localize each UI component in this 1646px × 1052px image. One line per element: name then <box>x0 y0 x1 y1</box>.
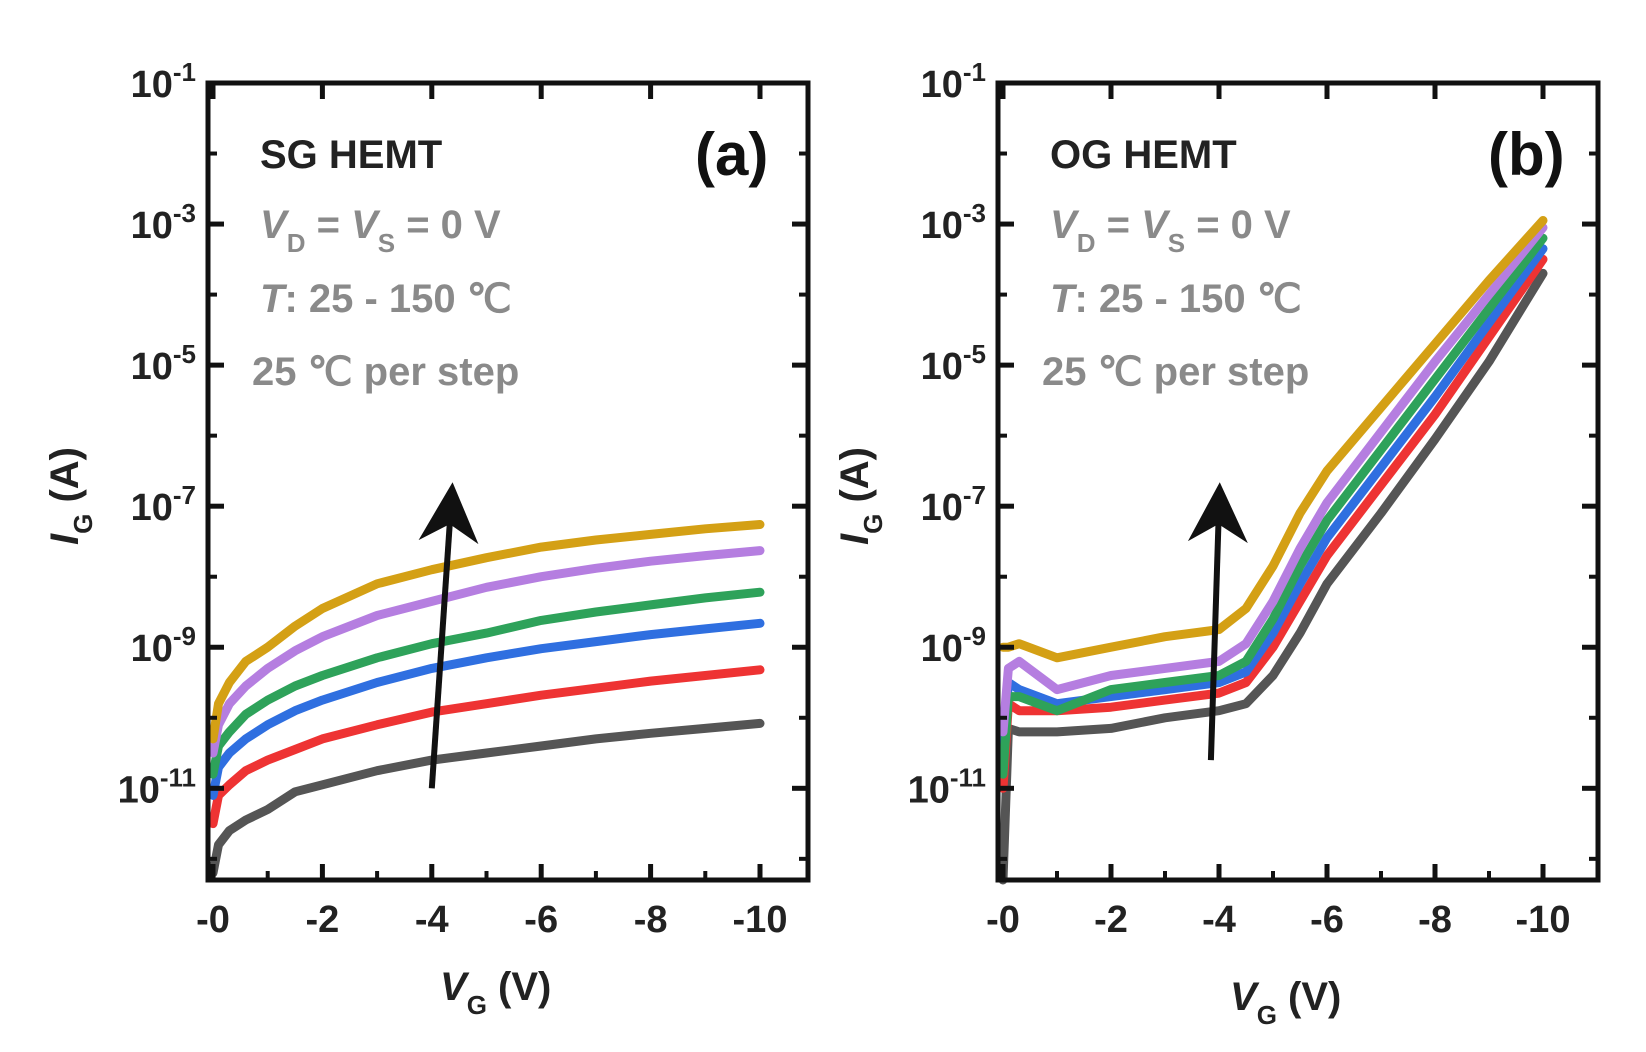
panel-b-y-tick-label: 10-9 <box>921 621 986 670</box>
panel-a-x-tick-label: -8 <box>634 899 668 941</box>
panel-a-series-line-4 <box>208 587 765 779</box>
panel-b-series-line-3 <box>998 244 1548 758</box>
panel-a-ticks: -0 -2 -4 -6 -8 -10 10-1 10-3 10-5 10-7 10-9 10-11 <box>118 57 808 941</box>
panel-b-temperature-arrow <box>1187 482 1248 761</box>
panel-b-series-line-2 <box>998 254 1548 793</box>
panel-a-y-tick-label: 10-1 <box>131 57 196 106</box>
panel-b-y-axis-label: IG (A) <box>833 447 888 545</box>
panel-b-bias-condition: VD = VS = 0 V <box>1050 203 1291 258</box>
panel-b-x-tick-label: -10 <box>1516 899 1571 941</box>
panel-b-x-tick-label: -0 <box>986 899 1020 941</box>
panel-a-device-label: SG HEMT <box>260 133 442 177</box>
panel-b-x-tick-label: -4 <box>1202 899 1236 941</box>
panel-b-x-tick-label: -2 <box>1094 899 1128 941</box>
panel-a-x-axis-label: VG (V) <box>440 965 551 1020</box>
panel-b-step-label: 25 ℃ per step <box>1042 350 1309 394</box>
panel-a-series-line-2 <box>208 665 765 829</box>
panel-b-x-axis-label: VG (V) <box>1230 975 1341 1030</box>
panel-a-y-tick-label: 10-11 <box>118 762 196 811</box>
panel-b-y-tick-label: 10-3 <box>921 198 986 247</box>
panel-a-y-axis-label: IG (A) <box>43 447 98 545</box>
panel-b-y-tick-label: 10-7 <box>921 480 986 529</box>
panel-a-y-tick-label: 10-7 <box>131 480 196 529</box>
panel-a-y-tick-label: 10-5 <box>131 339 196 388</box>
panel-a-x-tick-label: -10 <box>733 899 788 941</box>
panel-a-x-tick-label: -4 <box>415 899 449 941</box>
panel-a-temperature-range: T: 25 - 150 ℃ <box>260 277 512 321</box>
panel-a-step-label: 25 ℃ per step <box>252 350 519 394</box>
panel-a-series-line-3 <box>208 618 765 800</box>
panel-a-y-tick-label: 10-3 <box>131 198 196 247</box>
panel-a-series-line-6 <box>208 520 765 744</box>
panel-b-x-tick-label: -6 <box>1310 899 1344 941</box>
panel-b-y-tick-label: 10-1 <box>921 57 986 106</box>
panel-a-bias-condition: VD = VS = 0 V <box>260 203 501 258</box>
panel-a-x-tick-label: -0 <box>196 899 230 941</box>
panel-b-series-line-6 <box>998 216 1548 663</box>
panel-b-y-tick-label: 10-5 <box>921 339 986 388</box>
panel-b-temperature-range: T: 25 - 150 ℃ <box>1050 277 1302 321</box>
panel-a-frame <box>205 80 811 883</box>
panel-b-y-tick-label: 10-11 <box>908 762 986 811</box>
panel-a-y-tick-label: 10-9 <box>131 621 196 670</box>
panel-b-ticks: -0 -2 -4 -6 -8 -10 10-1 10-3 10-5 10-7 10-9 10-11 <box>908 57 1598 941</box>
panel-b-series-line-5 <box>998 223 1548 737</box>
panel-a-temperature-arrow <box>418 482 479 789</box>
panel-a-letter: (a) <box>695 121 768 188</box>
panel-b-letter: (b) <box>1488 121 1565 188</box>
panel-a-x-tick-label: -2 <box>306 899 340 941</box>
panel-b-device-label: OG HEMT <box>1050 133 1237 177</box>
panel-b-series-line-4 <box>998 233 1548 779</box>
panel-a-series-line-1 <box>208 718 765 878</box>
panel-a-x-tick-label: -6 <box>524 899 558 941</box>
panel-b: -0 -2 -4 -6 -8 -10 10-1 10-3 10-5 10-7 10-9 10-11 O… <box>833 57 1601 1030</box>
panel-a-series-line-5 <box>208 546 765 758</box>
panel-b-x-tick-label: -8 <box>1418 899 1452 941</box>
panel-a-series <box>208 520 765 878</box>
panel-b-series-line-1 <box>998 268 1548 885</box>
panel-a: -0 -2 -4 -6 -8 -10 10-1 10-3 10-5 10-7 10-9 10-11 S… <box>43 57 811 1020</box>
panel-b-frame <box>995 80 1601 883</box>
panel-b-series <box>998 216 1548 885</box>
